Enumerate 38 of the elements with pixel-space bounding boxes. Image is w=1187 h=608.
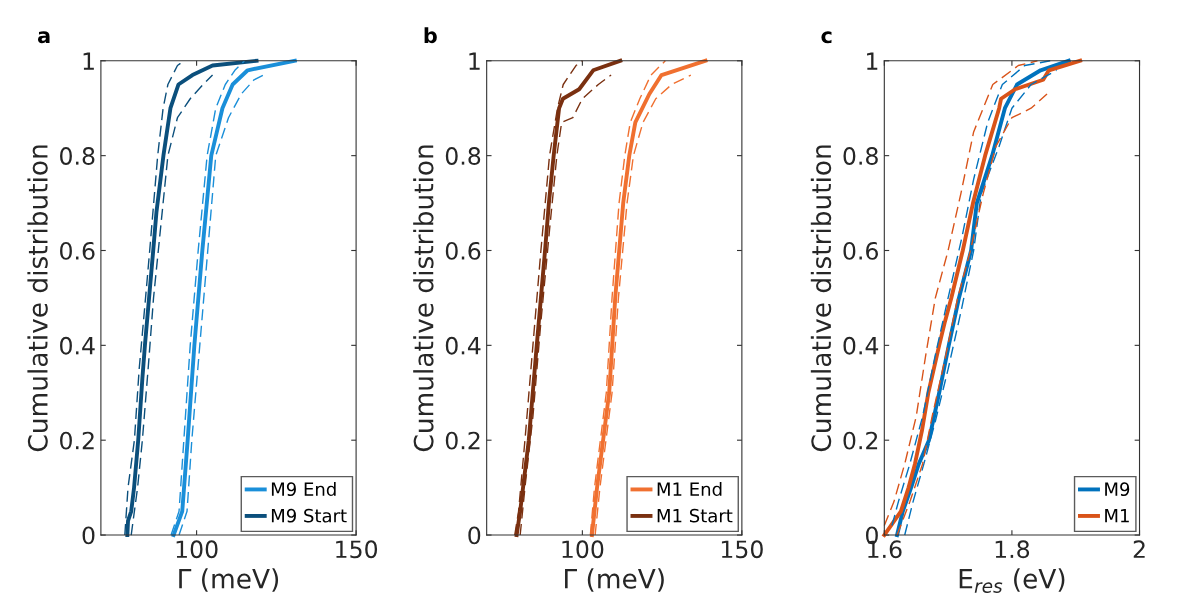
y-tick-label: 1: [867, 52, 878, 70]
legend-label: M9 End: [271, 482, 336, 497]
y-tick-label: 0: [468, 526, 481, 545]
x-tick-label: 1.8: [995, 540, 1030, 559]
y-tick-label: 0.8: [60, 147, 95, 165]
y-tick-label: 0.2: [843, 431, 878, 450]
y-tick-label: 0.4: [445, 336, 481, 355]
y-tick-label: 0.6: [843, 241, 878, 260]
chart-title: a: [37, 31, 50, 44]
y-axis-title: Cumulative distribution: [27, 145, 48, 452]
y-tick-label: 0.2: [60, 431, 94, 450]
chart-title: b: [424, 27, 437, 44]
x-axis-title: E$_{res}$ (eV): [959, 568, 1065, 593]
y-tick-label: 0.6: [60, 241, 95, 260]
y-tick-label: 0.4: [60, 336, 95, 355]
y-axis-title: Cumulative distribution: [413, 145, 434, 452]
y-tick-label: 0: [82, 526, 95, 545]
x-axis-title: Γ (meV): [179, 568, 279, 592]
legend-label: M1 Start: [657, 508, 733, 523]
y-tick-label: 1: [83, 52, 94, 70]
y-tick-label: 0.8: [445, 147, 481, 165]
legend-label: M9 Start: [271, 508, 347, 523]
x-tick-label: 100: [562, 540, 604, 559]
y-tick-label: 0.6: [445, 241, 481, 260]
y-tick-label: 0.2: [445, 431, 480, 450]
y-axis-title: Cumulative distribution: [810, 145, 832, 452]
x-tick-label: 150: [721, 540, 763, 559]
legend-label: M9: [1105, 482, 1130, 497]
x-axis-title: Γ (meV): [565, 568, 664, 592]
x-tick-label: 150: [336, 540, 378, 559]
legend-label: M1 End: [657, 482, 722, 497]
y-tick-label: 1: [469, 52, 480, 70]
y-tick-label: 0.8: [843, 147, 878, 165]
x-tick-label: 100: [176, 540, 218, 559]
y-tick-label: 0.4: [843, 336, 879, 355]
chart-title: c: [821, 31, 832, 44]
x-tick-label: 2: [1133, 540, 1145, 558]
legend-label: M1: [1105, 509, 1129, 523]
